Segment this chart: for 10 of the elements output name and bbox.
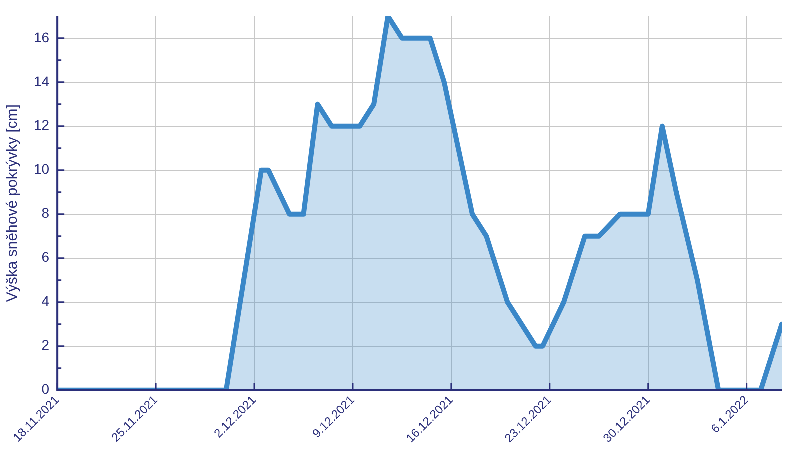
y-tick-label: 16 bbox=[34, 29, 50, 46]
y-tick-label: 8 bbox=[42, 205, 50, 222]
y-tick-label: 14 bbox=[34, 73, 50, 90]
y-tick-label: 12 bbox=[34, 117, 50, 134]
y-tick-label: 2 bbox=[42, 337, 50, 354]
y-tick-label: 10 bbox=[34, 161, 50, 178]
y-tick-label: 4 bbox=[42, 293, 50, 310]
y-axis-title: Výška sněhové pokrývky [cm] bbox=[4, 104, 22, 302]
y-tick-label: 6 bbox=[42, 249, 50, 266]
y-tick-label: 0 bbox=[42, 381, 50, 398]
